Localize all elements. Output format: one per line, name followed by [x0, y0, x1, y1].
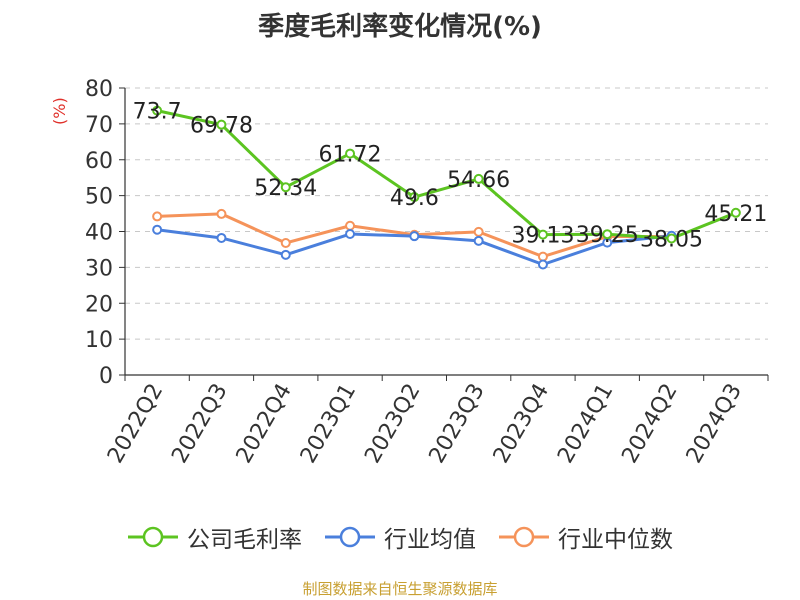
x-tick-label: 2023Q3	[425, 380, 490, 468]
legend-item[interactable]: 行业均值	[324, 520, 476, 554]
data-point	[537, 251, 548, 262]
x-tick-label: 2023Q1	[296, 380, 361, 468]
data-label: 52.34	[254, 176, 317, 201]
series-line	[156, 109, 737, 240]
data-point	[216, 119, 227, 130]
y-tick-label: 70	[85, 113, 113, 138]
data-label: 54.66	[447, 168, 510, 193]
data-point	[345, 229, 356, 240]
data-point	[473, 173, 484, 184]
y-tick-label: 20	[85, 292, 113, 317]
x-tick-label: 2023Q2	[360, 380, 425, 468]
legend-marker	[339, 526, 361, 548]
x-tick-label: 2023Q4	[489, 380, 554, 468]
data-point	[537, 229, 548, 240]
legend-swatch-icon	[325, 526, 375, 548]
data-point	[602, 229, 613, 240]
data-label: 73.7	[133, 100, 182, 125]
data-point	[152, 211, 163, 222]
data-point	[280, 237, 291, 248]
x-tick-label: 2022Q3	[167, 380, 232, 468]
data-point	[409, 231, 420, 242]
y-tick-label: 60	[85, 149, 113, 174]
legend-swatch-icon	[499, 526, 549, 548]
x-tick-label: 2022Q2	[103, 380, 168, 468]
legend-marker	[513, 526, 535, 548]
legend-swatch-icon	[128, 526, 178, 548]
y-tick-label: 30	[85, 256, 113, 281]
data-point	[345, 148, 356, 159]
data-label: 39.13	[511, 224, 574, 249]
y-tick-label: 10	[85, 328, 113, 353]
legend-label: 公司毛利率	[187, 527, 302, 553]
x-tick-label: 2024Q3	[682, 380, 747, 468]
line-chart: 010203040506070802022Q22022Q32022Q42023Q…	[85, 77, 769, 468]
x-tick-label: 2024Q1	[553, 380, 618, 468]
legend: 公司毛利率 行业均值 行业中位数	[0, 520, 800, 554]
x-tick-label: 2024Q2	[617, 380, 682, 468]
data-point	[152, 105, 163, 116]
data-point	[666, 233, 677, 244]
data-point	[730, 207, 741, 218]
data-point	[280, 249, 291, 260]
data-point	[473, 235, 484, 246]
legend-marker	[142, 526, 164, 548]
legend-label: 行业中位数	[558, 527, 673, 553]
series-lines	[152, 105, 741, 270]
data-point	[216, 232, 227, 243]
axes: 010203040506070802022Q22022Q32022Q42023Q…	[85, 77, 769, 468]
x-tick-label: 2022Q4	[232, 380, 297, 468]
chart-title: 季度毛利率变化情况(%)	[258, 12, 542, 42]
data-label: 49.6	[390, 186, 439, 211]
y-tick-label: 0	[99, 364, 113, 389]
data-point	[409, 192, 420, 203]
data-point	[473, 226, 484, 237]
legend-item[interactable]: 行业中位数	[498, 520, 673, 554]
data-label: 61.72	[319, 143, 382, 168]
data-point	[345, 220, 356, 231]
grid-lines	[125, 87, 768, 340]
data-point	[216, 208, 227, 219]
data-label: 45.21	[704, 202, 767, 227]
data-point	[280, 182, 291, 193]
data-label: 39.25	[576, 223, 639, 248]
y-tick-label: 40	[85, 221, 113, 246]
legend-item[interactable]: 公司毛利率	[127, 520, 302, 554]
legend-label: 行业均值	[384, 527, 476, 553]
data-label: 69.78	[190, 114, 253, 139]
y-tick-label: 50	[85, 185, 113, 210]
y-tick-label: 80	[85, 77, 113, 102]
data-point	[152, 224, 163, 235]
data-label: 38.05	[640, 227, 703, 252]
data-point	[537, 259, 548, 270]
source-note: 制图数据来自恒生聚源数据库	[302, 580, 498, 598]
